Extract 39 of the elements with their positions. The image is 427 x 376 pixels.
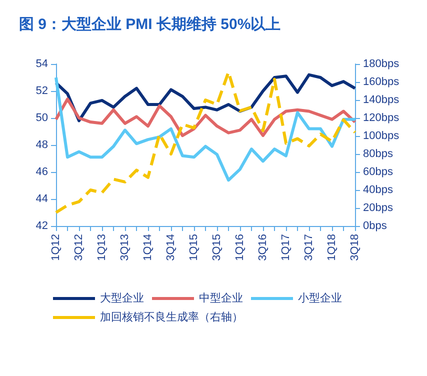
x-tick-label: 3Q16 bbox=[257, 234, 269, 261]
x-tick-label: 1Q18 bbox=[326, 234, 338, 261]
legend-label: 加回核销不良生成率（右轴） bbox=[100, 310, 243, 324]
y-tick-label: 50 bbox=[36, 112, 48, 124]
y2-tick-label: 180bps bbox=[363, 58, 400, 70]
x-tick-label: 1Q16 bbox=[234, 234, 246, 261]
x-tick-label: 1Q15 bbox=[188, 234, 200, 261]
x-tick-label: 3Q18 bbox=[349, 234, 361, 261]
y-tick-label: 44 bbox=[36, 193, 48, 205]
y2-tick-label: 100bps bbox=[363, 130, 400, 142]
y2-tick-label: 0bps bbox=[363, 220, 388, 232]
y-tick-label: 42 bbox=[36, 220, 48, 232]
chart-title: 图 9：大型企业 PMI 长期维持 50%以上 bbox=[19, 15, 281, 33]
x-tick-label: 3Q12 bbox=[73, 234, 85, 261]
legend-label: 中型企业 bbox=[199, 292, 243, 304]
y-tick-label: 52 bbox=[36, 85, 48, 97]
legend-label: 大型企业 bbox=[100, 292, 144, 304]
y2-tick-label: 120bps bbox=[363, 112, 400, 124]
x-tick-label: 3Q14 bbox=[165, 234, 177, 261]
y-tick-label: 46 bbox=[36, 166, 48, 178]
x-tick-label: 1Q14 bbox=[142, 234, 154, 261]
y2-tick-label: 140bps bbox=[363, 94, 400, 106]
y2-tick-label: 160bps bbox=[363, 76, 400, 88]
x-tick-label: 1Q17 bbox=[280, 234, 292, 261]
line-series bbox=[54, 98, 356, 138]
x-tick-label: 1Q12 bbox=[50, 234, 62, 261]
x-tick-label: 3Q13 bbox=[119, 234, 131, 261]
line-series bbox=[54, 76, 356, 182]
x-tick-label: 1Q13 bbox=[96, 234, 108, 261]
x-tick-label: 3Q17 bbox=[303, 234, 315, 261]
legend-label: 小型企业 bbox=[298, 292, 342, 304]
line-series bbox=[54, 70, 356, 214]
y-tick-label: 54 bbox=[36, 58, 48, 70]
x-tick-label: 3Q15 bbox=[211, 234, 223, 261]
y2-tick-label: 20bps bbox=[363, 202, 394, 214]
y2-tick-label: 40bps bbox=[363, 184, 394, 196]
y2-tick-label: 80bps bbox=[363, 148, 394, 160]
y-tick-label: 48 bbox=[36, 139, 48, 151]
y2-tick-label: 60bps bbox=[363, 166, 394, 178]
